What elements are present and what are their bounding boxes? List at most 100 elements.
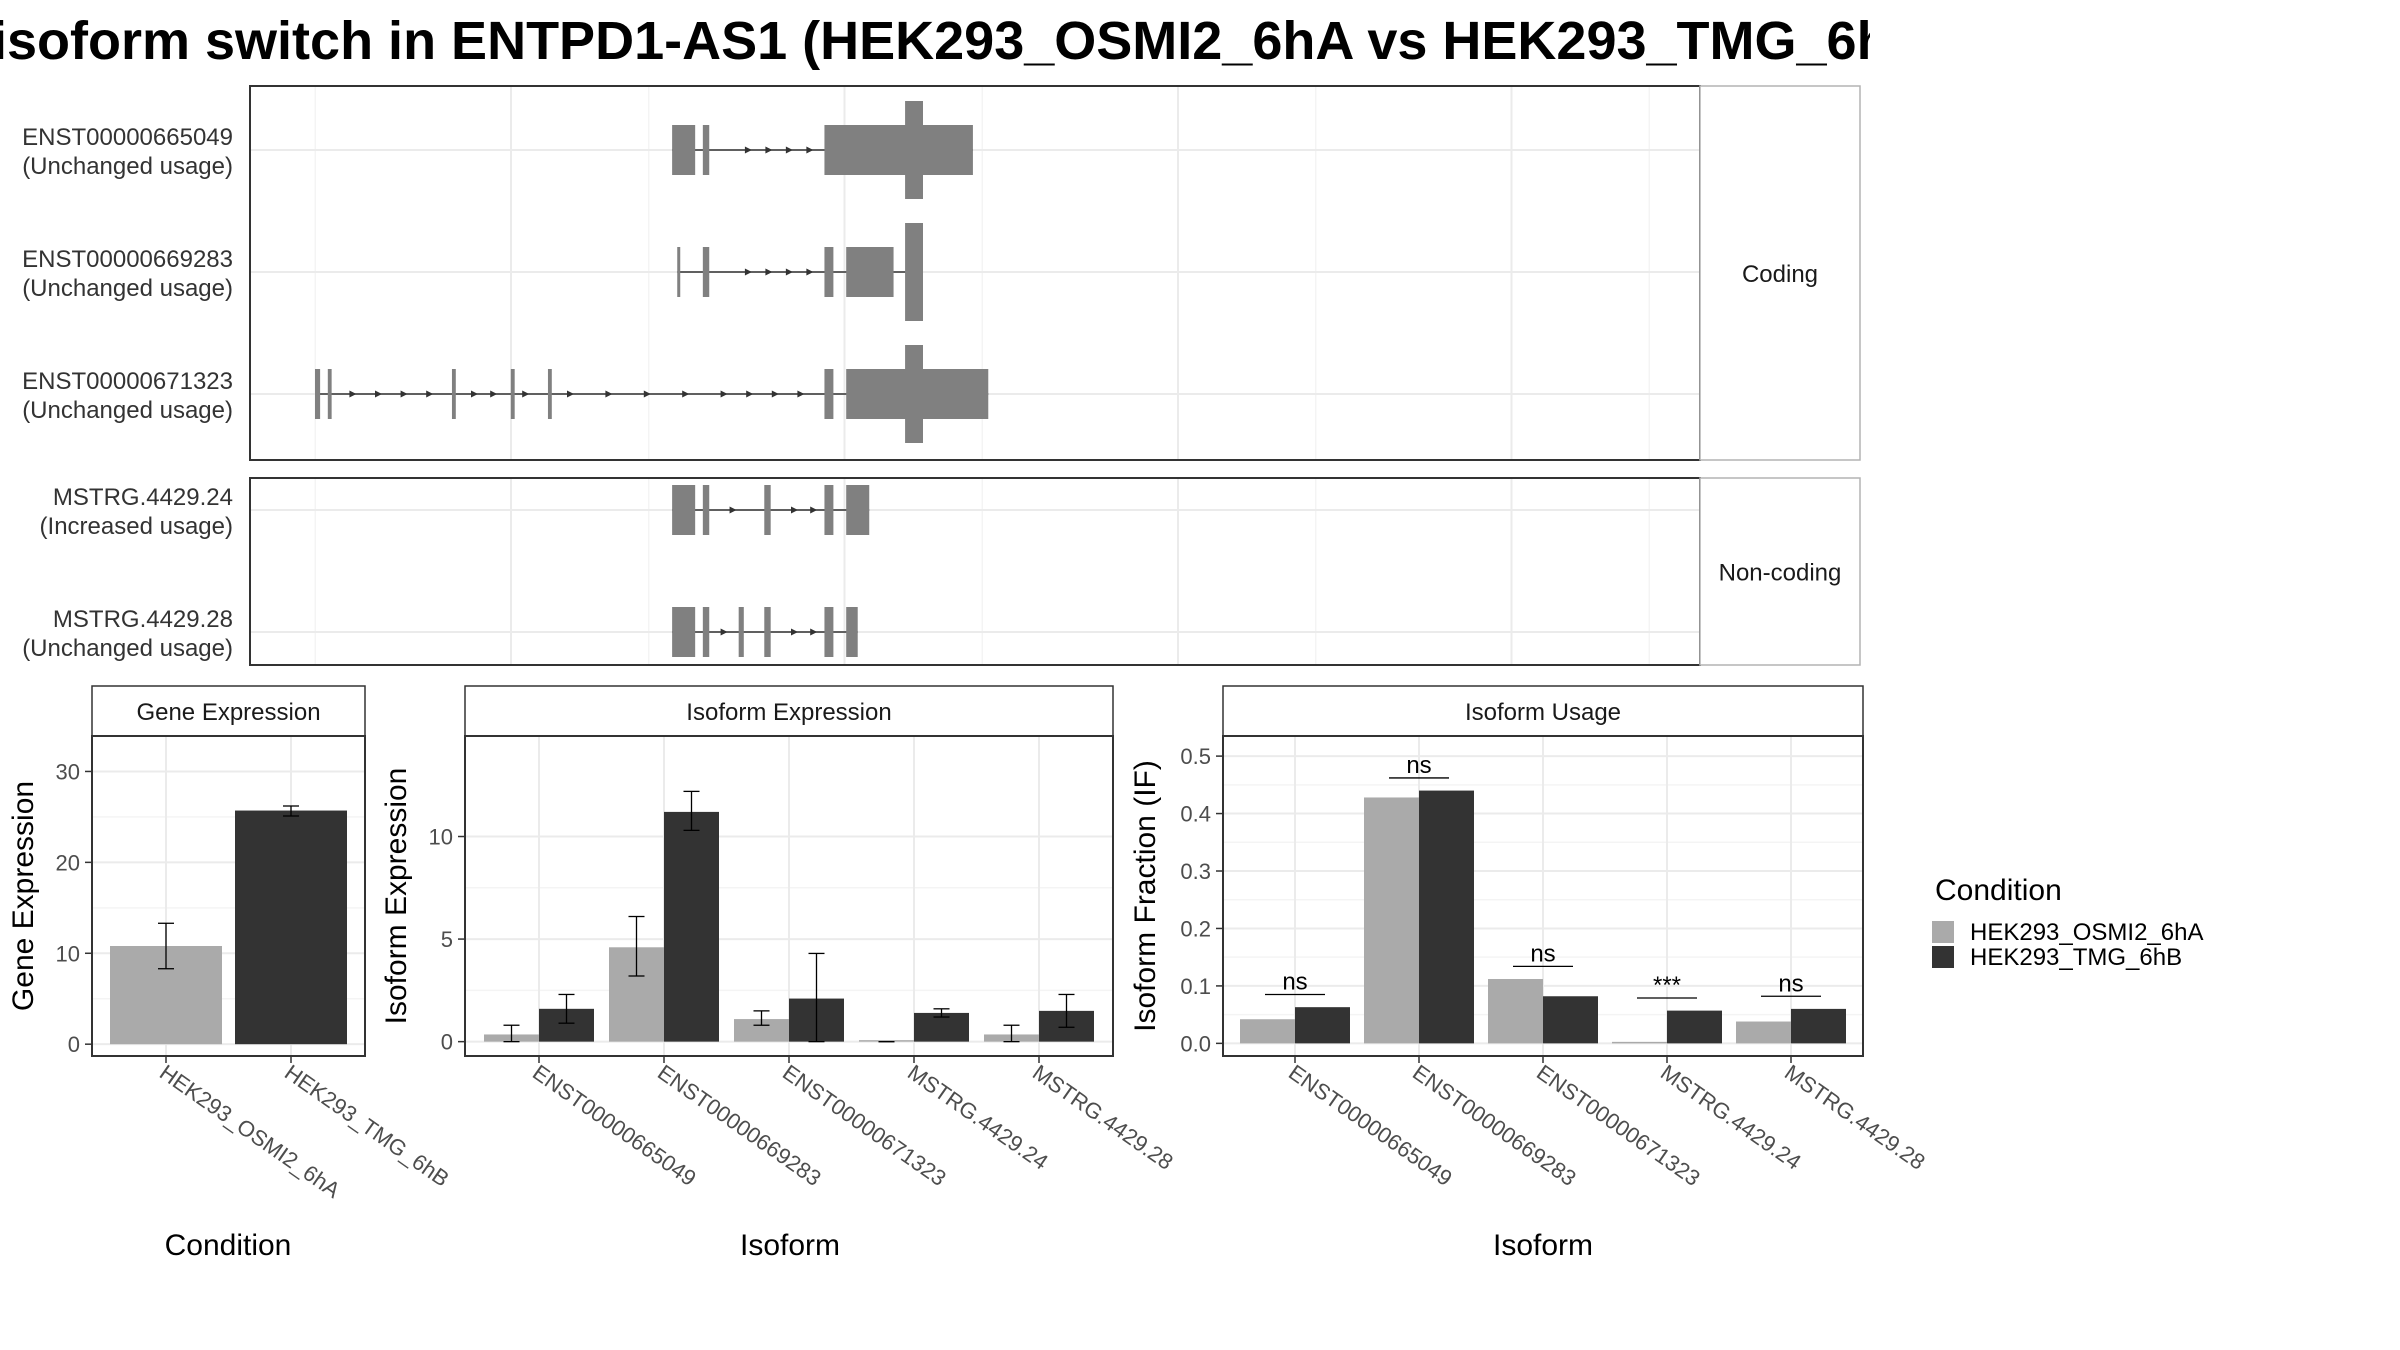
direction-arrow (682, 390, 690, 398)
y-tick-label: 0.0 (1180, 1031, 1211, 1056)
direction-arrow (567, 390, 574, 398)
significance-label: ns (1778, 970, 1803, 997)
panel-strip (1222, 685, 1864, 737)
bar (1791, 1008, 1846, 1044)
direction-arrow (744, 146, 752, 154)
y-tick-label: 20 (56, 850, 80, 875)
significance-label: ns (1406, 752, 1431, 779)
legend-label-cond2: HEK293_TMG_6hB (1970, 944, 2182, 971)
exon-block (672, 485, 696, 535)
y-tick-label: 0.3 (1180, 859, 1211, 884)
legend-label-cond1: HEK293_OSMI2_6hA (1970, 919, 2203, 946)
exon-block (824, 125, 973, 175)
y-tick-label: 5 (441, 927, 453, 952)
panel-strip (464, 685, 1114, 737)
chart-isoform-expression: Isoform Expression0510ENST00000665049ENS… (380, 685, 1178, 1262)
direction-arrow (605, 390, 613, 398)
exon-block (738, 607, 744, 657)
transcript-ENST00000665049 (672, 101, 973, 199)
structure-panel-coding: Coding (249, 85, 1861, 461)
transcript-id-label: MSTRG.4429.28 (53, 606, 233, 633)
exon-block (702, 247, 710, 297)
facet-strip-label: Non-coding (1719, 560, 1842, 587)
transcript-ENST00000669283 (677, 223, 923, 321)
y-tick-label: 0.4 (1180, 802, 1211, 827)
direction-arrow (720, 628, 728, 636)
exon-block (824, 485, 834, 535)
y-tick-label: 10 (429, 825, 453, 850)
transcript-id-label: ENST00000669283 (22, 246, 233, 273)
y-axis-title: Isoform Fraction (IF) (1129, 760, 1162, 1032)
exon-block (672, 607, 696, 657)
exon-block (677, 247, 681, 297)
y-tick-label: 30 (56, 759, 80, 784)
condition-legend: Condition HEK293_OSMI2_6hA HEK293_TMG_6h… (1932, 874, 2203, 971)
transcript-usage-label: (Unchanged usage) (22, 153, 233, 180)
exon-block (846, 607, 858, 657)
transcript-usage-label: (Increased usage) (40, 513, 233, 540)
transcript-id-label: ENST00000665049 (22, 124, 233, 151)
direction-arrow (349, 390, 357, 398)
panel-strip-title: Isoform Expression (686, 699, 891, 726)
direction-arrow (797, 390, 805, 398)
bar (1488, 979, 1543, 1044)
exon-block (672, 125, 696, 175)
y-tick-label: 0 (441, 1030, 453, 1055)
bar (1419, 790, 1474, 1044)
direction-arrow (810, 506, 818, 514)
direction-arrow (643, 390, 651, 398)
exon-block (824, 607, 834, 657)
bar (1295, 1007, 1350, 1044)
bar (734, 1019, 789, 1042)
direction-arrow (810, 628, 818, 636)
bar (859, 1040, 914, 1042)
exon-block (764, 485, 771, 535)
figure-title: isoform switch in ENTPD1-AS1 (HEK293_OSM… (0, 11, 1947, 71)
transcript-MSTRG.4429.28 (672, 607, 858, 657)
facet-strip (1699, 477, 1861, 666)
exon-block (824, 369, 834, 419)
exon-block (702, 607, 710, 657)
y-tick-label: 0 (68, 1032, 80, 1057)
bar (1667, 1010, 1722, 1044)
bar-charts: Gene Expression0102030HEK293_OSMI2_6hAHE… (7, 685, 1930, 1262)
exon-block (905, 345, 923, 443)
direction-arrow (765, 268, 773, 276)
panel-background (250, 478, 1700, 665)
direction-arrow (522, 390, 530, 398)
y-tick-label: 0.2 (1180, 916, 1211, 941)
bar (235, 810, 347, 1045)
y-axis-title: Isoform Expression (380, 768, 413, 1025)
x-axis-title: Isoform (740, 1229, 840, 1262)
bar (1736, 1021, 1791, 1044)
exon-block (451, 369, 456, 419)
panel-strip-title: Gene Expression (136, 699, 320, 726)
legend-swatch-cond1 (1932, 921, 1954, 943)
structure-panel-non-coding: Non-coding (249, 477, 1861, 666)
exon-block (702, 485, 710, 535)
direction-arrow (771, 390, 779, 398)
plot-border (91, 735, 366, 1057)
exon-block (846, 485, 870, 535)
exon-block (510, 369, 515, 419)
transcript-ENST00000671323 (315, 345, 989, 443)
exon-block (846, 247, 894, 297)
direction-arrow (746, 390, 754, 398)
bar (1543, 996, 1598, 1044)
panel-strip-title: Isoform Usage (1465, 699, 1621, 726)
direction-arrow (765, 146, 773, 154)
y-tick-label: 0.5 (1180, 744, 1211, 769)
exon-block (547, 369, 552, 419)
direction-arrow (744, 268, 752, 276)
transcript-id-label: MSTRG.4429.24 (53, 484, 233, 511)
significance-label: *** (1653, 972, 1681, 999)
transcript-usage-label: (Unchanged usage) (22, 275, 233, 302)
direction-arrow (806, 268, 814, 276)
direction-arrow (806, 146, 814, 154)
facet-strip-label: Coding (1742, 261, 1818, 288)
bar (1612, 1041, 1667, 1044)
direction-arrow (375, 390, 382, 398)
bar (914, 1012, 969, 1042)
